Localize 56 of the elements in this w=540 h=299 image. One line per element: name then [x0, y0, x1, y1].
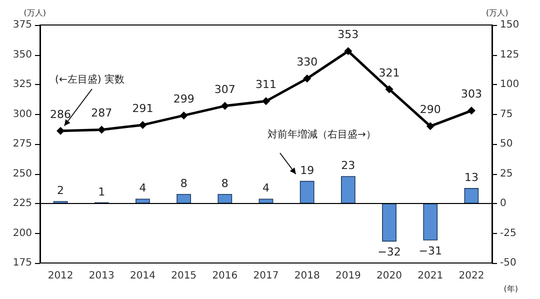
data-label: 19 [300, 164, 314, 177]
y-axis-title: (万人) [24, 8, 46, 18]
data-label: 321 [378, 66, 400, 80]
x-tick-label: 2017 [253, 270, 279, 282]
data-label: 13 [464, 171, 478, 184]
y-tick-label: 250 [12, 168, 32, 180]
y2-tick-label: 25 [500, 168, 513, 180]
y2-tick-label: 75 [500, 108, 513, 120]
x-tick-label: 2014 [130, 270, 156, 282]
y-tick-label: 225 [12, 198, 32, 209]
data-label: 4 [262, 182, 270, 195]
x-tick-label: 2018 [294, 270, 320, 282]
y-tick-label: 200 [12, 228, 32, 239]
data-label: 1 [98, 185, 106, 198]
y2-tick-label: 100 [500, 79, 520, 90]
x-tick-label: 2016 [212, 270, 238, 282]
x-tick-label: 2021 [418, 270, 444, 282]
y-tick-label: 350 [12, 49, 32, 60]
y-tick-label: 325 [12, 79, 32, 90]
x-tick-label: 2012 [48, 270, 74, 282]
data-label: 290 [420, 103, 441, 116]
y2-tick-label: -25 [500, 228, 516, 239]
y2-axis-title: (万人) [486, 8, 508, 18]
x-tick-label: 2013 [88, 270, 114, 282]
data-label: 330 [296, 56, 318, 69]
data-label: 2 [57, 184, 64, 198]
data-label: 299 [173, 92, 194, 106]
y2-tick-label: 150 [500, 20, 520, 30]
x-tick-label: 2020 [376, 270, 402, 282]
y2-tick-label: 50 [500, 138, 513, 150]
data-label: 8 [221, 176, 228, 190]
x-tick-label: 2015 [171, 270, 197, 282]
data-label: 353 [338, 28, 359, 42]
data-label: 307 [214, 82, 236, 96]
x-tick-label: 2022 [458, 270, 484, 282]
data-label: 303 [460, 88, 482, 101]
data-label: 23 [341, 159, 356, 172]
y2-tick-label: -50 [500, 258, 516, 268]
data-label: 311 [256, 78, 276, 92]
data-label: 4 [139, 182, 146, 195]
annotation: (←左目盛) 実数 [55, 74, 124, 86]
y-tick-label: 275 [12, 138, 32, 150]
y-tick-label: 175 [12, 258, 32, 268]
y-tick-label: 300 [12, 108, 32, 120]
data-label: 286 [50, 108, 72, 121]
data-label: 287 [91, 106, 112, 120]
data-label: 8 [180, 176, 188, 190]
annotation: 対前年増減（右目盛→） [268, 128, 376, 140]
y2-tick-label: 125 [500, 49, 520, 60]
x-tick-label: 2019 [335, 270, 361, 282]
y-tick-label: 375 [12, 20, 32, 30]
y2-tick-label: 0 [500, 198, 506, 209]
data-label: 291 [132, 102, 154, 115]
data-label: −31 [418, 244, 442, 258]
data-label: −32 [378, 246, 401, 259]
x-axis-title: (年) [504, 284, 518, 294]
